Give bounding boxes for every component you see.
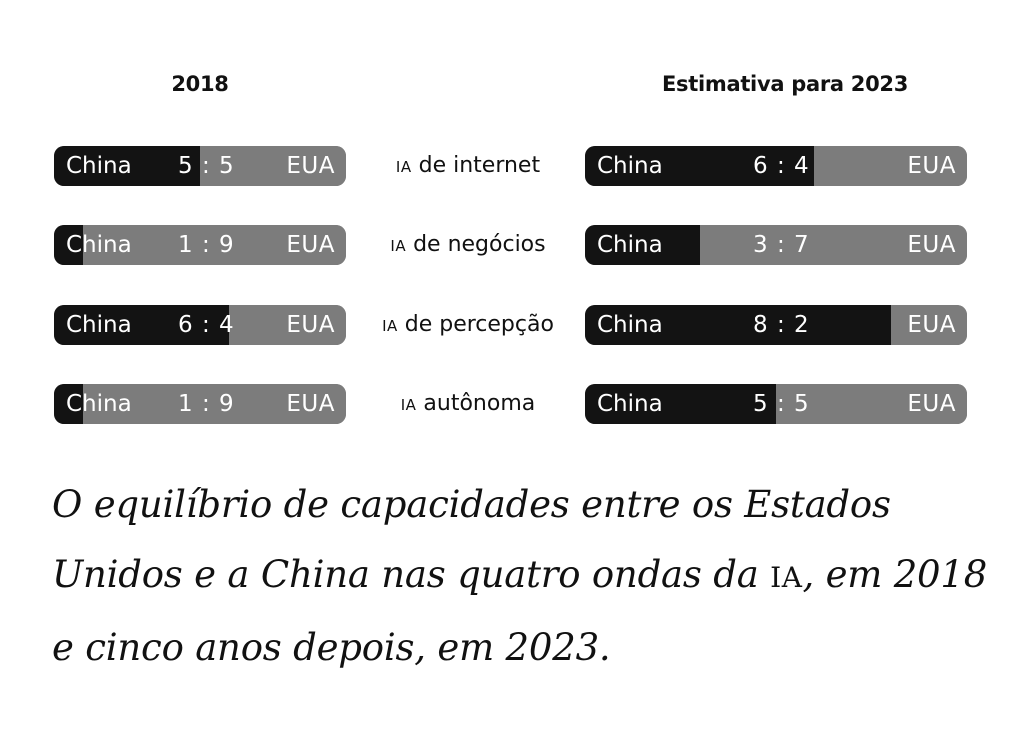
china-segment <box>54 225 84 265</box>
ratio-bar-y2018: China 6 : 4 EUA <box>54 305 346 345</box>
eua-segment <box>200 146 346 186</box>
ratio-bar-y2018: China 1 : 9 EUA <box>54 225 346 265</box>
china-label: China <box>597 312 663 338</box>
figure-caption: O equilíbrio de capacidades entre os Est… <box>52 470 992 683</box>
ratio-bar-y2018: China 5 : 5 EUA <box>54 146 346 186</box>
ratio-label: 5 : 5 <box>178 153 235 179</box>
ratio-label: 6 : 4 <box>178 312 235 338</box>
china-segment <box>585 225 700 265</box>
eua-label: EUA <box>907 312 956 338</box>
ratio-bar-y2018: China 1 : 9 EUA <box>54 384 346 424</box>
ratio-bar-y2023: China 3 : 7 EUA <box>585 225 967 265</box>
ratio-label: 3 : 7 <box>753 232 810 258</box>
china-label: China <box>597 391 663 417</box>
china-segment <box>54 384 84 424</box>
eua-label: EUA <box>907 153 956 179</box>
category-prefix: IA <box>400 396 417 414</box>
china-segment <box>54 146 200 186</box>
eua-segment <box>229 305 346 345</box>
eua-segment <box>83 225 346 265</box>
eua-label: EUA <box>286 232 335 258</box>
china-segment <box>585 305 891 345</box>
eua-label: EUA <box>907 391 956 417</box>
ratio-bar-y2023: China 5 : 5 EUA <box>585 384 967 424</box>
column-title-2018: 2018 <box>171 72 229 96</box>
china-segment <box>585 384 776 424</box>
category-name: de internet <box>411 153 541 178</box>
eua-label: EUA <box>286 312 335 338</box>
category-name: de percepção <box>397 312 554 337</box>
eua-segment <box>83 384 346 424</box>
eua-segment <box>814 146 967 186</box>
caption-text-start: O equilíbrio de capacidades entre os Est… <box>52 483 891 596</box>
category-label: IA de internet <box>350 146 586 186</box>
category-label: IA autônoma <box>350 384 586 424</box>
eua-label: EUA <box>286 153 335 179</box>
ratio-label: 1 : 9 <box>178 391 235 417</box>
caption-ia: IA <box>770 561 803 594</box>
eua-label: EUA <box>286 391 335 417</box>
china-segment <box>585 146 815 186</box>
ratio-bar-y2023: China 8 : 2 EUA <box>585 305 967 345</box>
china-label: China <box>66 391 132 417</box>
category-name: autônoma <box>416 391 536 416</box>
china-segment <box>54 305 230 345</box>
category-label: IA de percepção <box>350 305 586 345</box>
eua-segment <box>890 305 967 345</box>
china-label: China <box>597 232 663 258</box>
ratio-label: 6 : 4 <box>753 153 810 179</box>
china-label: China <box>66 232 132 258</box>
category-prefix: IA <box>395 158 412 176</box>
category-name: de negócios <box>406 232 546 257</box>
ratio-label: 5 : 5 <box>753 391 810 417</box>
category-prefix: IA <box>390 237 407 255</box>
eua-segment <box>699 225 967 265</box>
eua-segment <box>776 384 967 424</box>
caption-text-end: , em 2018 e cinco anos depois, em 2023. <box>52 553 988 669</box>
category-label: IA de negócios <box>350 225 586 265</box>
eua-label: EUA <box>907 232 956 258</box>
column-title-2023: Estimativa para 2023 <box>661 72 909 96</box>
category-prefix: IA <box>382 317 398 335</box>
china-label: China <box>66 312 132 338</box>
china-label: China <box>66 153 132 179</box>
china-label: China <box>597 153 663 179</box>
ratio-label: 1 : 9 <box>178 232 235 258</box>
ratio-label: 8 : 2 <box>753 312 810 338</box>
ratio-bar-y2023: China 6 : 4 EUA <box>585 146 967 186</box>
